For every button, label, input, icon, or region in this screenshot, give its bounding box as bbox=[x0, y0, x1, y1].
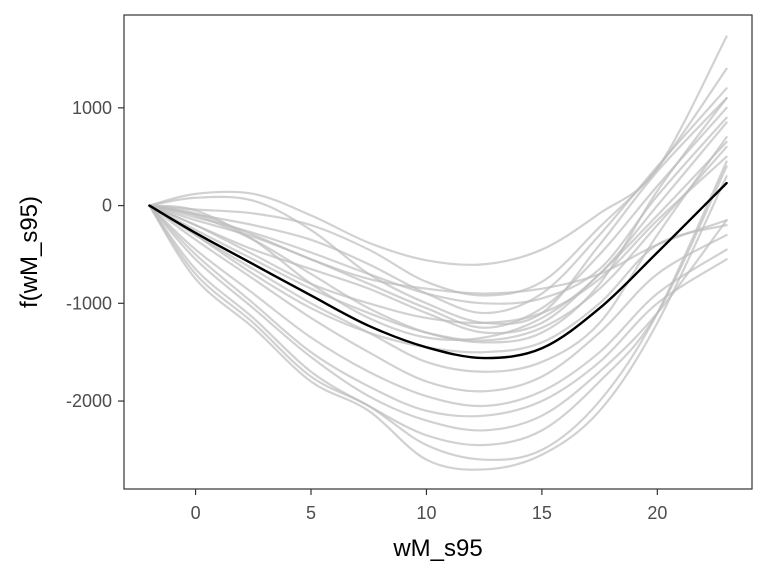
x-tick-label: 15 bbox=[532, 503, 552, 523]
posterior-draw-line-7 bbox=[148, 121, 728, 342]
posterior-draw-line-16 bbox=[148, 165, 728, 447]
posterior-draw-line-13 bbox=[148, 204, 728, 408]
posterior-draw-line-20 bbox=[148, 116, 728, 305]
y-tick-label: -1000 bbox=[66, 293, 112, 313]
x-tick-label: 0 bbox=[191, 503, 201, 523]
posterior-draw-line-15 bbox=[148, 204, 728, 432]
y-axis: 1000 0 -1000 -2000 bbox=[66, 98, 124, 411]
x-axis-title: wM_s95 bbox=[392, 535, 482, 562]
panel-border bbox=[123, 14, 753, 490]
posterior-draw-line-12 bbox=[148, 204, 728, 393]
y-tick-label: -2000 bbox=[66, 391, 112, 411]
y-axis-title: f(wM_s95) bbox=[16, 196, 43, 308]
y-tick-label: 0 bbox=[102, 196, 112, 216]
posterior-draw-line-21 bbox=[148, 155, 728, 325]
posterior-draw-line-9 bbox=[148, 145, 728, 342]
x-tick-label: 5 bbox=[306, 503, 316, 523]
mean-line bbox=[148, 181, 728, 360]
x-tick-label: 20 bbox=[647, 503, 667, 523]
x-tick-label: 10 bbox=[416, 503, 436, 523]
plot-area bbox=[148, 35, 728, 471]
posterior-draw-line-14 bbox=[148, 204, 728, 418]
posterior-draw-line-8 bbox=[148, 140, 728, 335]
x-axis: 0 5 10 15 20 bbox=[191, 489, 667, 523]
posterior-draw-line-3 bbox=[148, 87, 728, 315]
posterior-draw-line-19 bbox=[148, 136, 728, 373]
posterior-draw-line-18 bbox=[148, 175, 728, 471]
posterior-draw-line-4 bbox=[148, 96, 728, 326]
posterior-draw-line-17 bbox=[148, 160, 728, 461]
y-tick-label: 1000 bbox=[72, 98, 112, 118]
